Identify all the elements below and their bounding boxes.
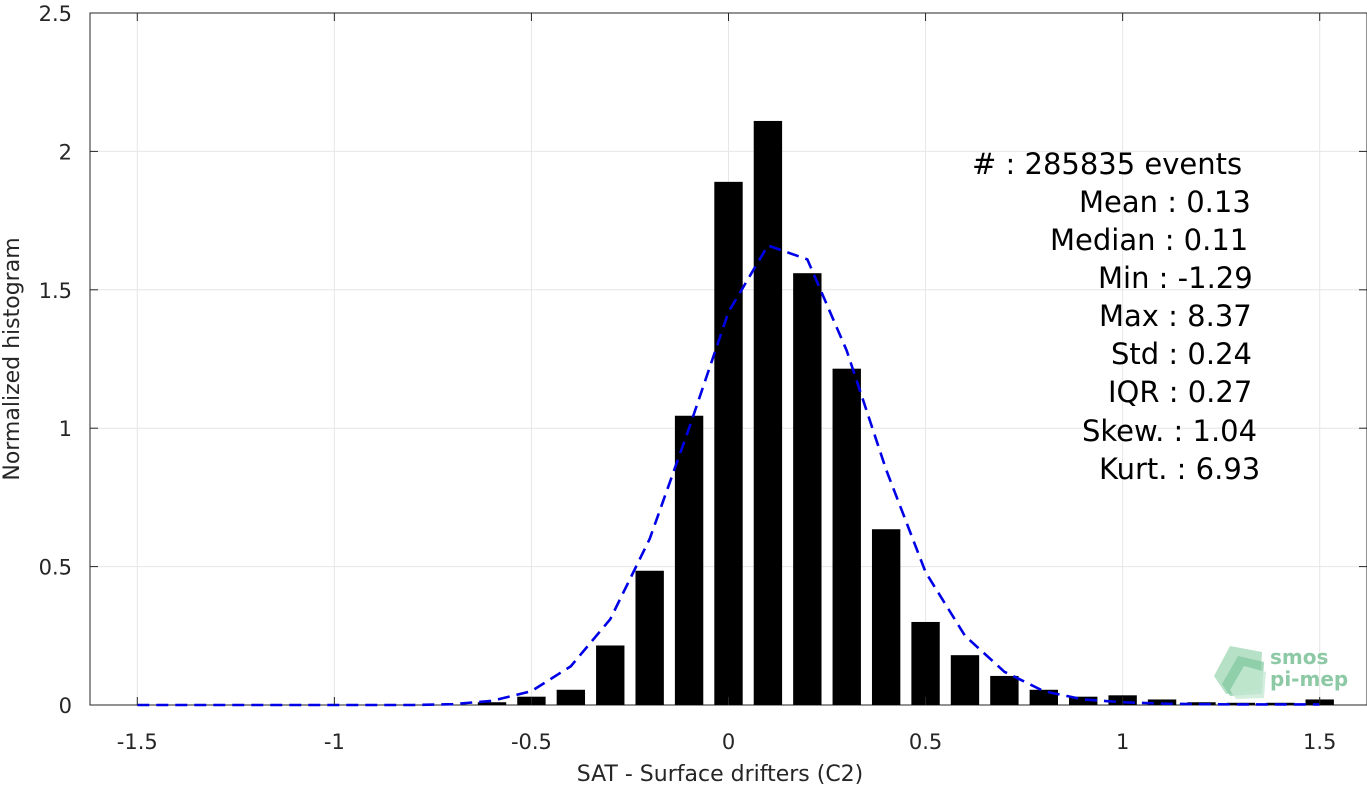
x-tick-label: 1	[1116, 730, 1129, 754]
histogram-bar	[596, 645, 625, 705]
histogram-bar	[950, 655, 980, 705]
logo-line1: smos	[1270, 645, 1328, 669]
y-tick-label: 0	[59, 694, 72, 718]
stat-median: Median : 0.11	[1050, 223, 1248, 257]
statistics-annotation: # : 285835 events Mean : 0.13 Median : 0…	[972, 147, 1260, 486]
stat-mean: Mean : 0.13	[1079, 185, 1251, 219]
x-tick-label: -1	[324, 730, 345, 754]
histogram-bar	[477, 702, 507, 705]
logo-mark-icon	[1214, 646, 1266, 699]
smos-pi-mep-logo: smos pi-mep	[1214, 645, 1348, 699]
stat-skew: Skew. : 1.04	[1082, 414, 1257, 448]
stat-max: Max : 8.37	[1099, 299, 1252, 333]
y-tick-label: 2.5	[39, 2, 72, 26]
logo-line2: pi-mep	[1270, 667, 1348, 691]
histogram-bar	[1069, 696, 1098, 705]
x-axis-label: SAT - Surface drifters (C2)	[577, 762, 864, 785]
y-tick-label: 0.5	[39, 556, 72, 580]
histogram-bar	[635, 570, 664, 705]
histogram-bar	[911, 621, 940, 705]
stat-events: # : 285835 events	[972, 147, 1242, 181]
histogram-bar	[832, 368, 861, 705]
histogram-bars	[477, 120, 1334, 705]
x-tick-label: 0.5	[909, 730, 942, 754]
histogram-bar	[1147, 699, 1177, 705]
x-tick-label: -1.5	[117, 730, 158, 754]
x-tick-label: -0.5	[511, 730, 552, 754]
y-tick-label: 2	[59, 140, 72, 164]
stat-kurt: Kurt. : 6.93	[1099, 452, 1260, 486]
x-tick-label: 1.5	[1303, 730, 1336, 754]
stat-min: Min : -1.29	[1098, 261, 1253, 295]
axis-ticks: -1.5 -1 -0.5 0 0.5 1 1.5 0 0.5 1 1.5 2 2.5	[39, 2, 1367, 754]
stat-iqr: IQR : 0.27	[1108, 375, 1252, 409]
y-tick-label: 1.5	[39, 279, 72, 303]
histogram-bar	[674, 415, 704, 705]
histogram-bar	[793, 273, 822, 705]
histogram-bar	[990, 675, 1019, 705]
histogram-bar	[753, 120, 783, 705]
y-axis-label: Normalized histogram	[0, 237, 25, 480]
x-tick-label: 0	[722, 730, 735, 754]
histogram-bar	[871, 529, 901, 705]
histogram-bar	[556, 689, 586, 705]
stat-std: Std : 0.24	[1111, 337, 1252, 371]
histogram-bar	[714, 181, 743, 705]
y-tick-label: 1	[59, 417, 72, 441]
